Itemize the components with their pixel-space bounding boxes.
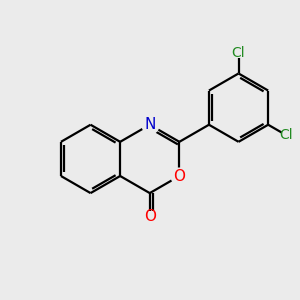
Text: N: N (144, 117, 155, 132)
Text: Cl: Cl (232, 46, 245, 60)
Text: O: O (144, 209, 156, 224)
Text: Cl: Cl (279, 128, 293, 142)
Text: O: O (173, 169, 185, 184)
